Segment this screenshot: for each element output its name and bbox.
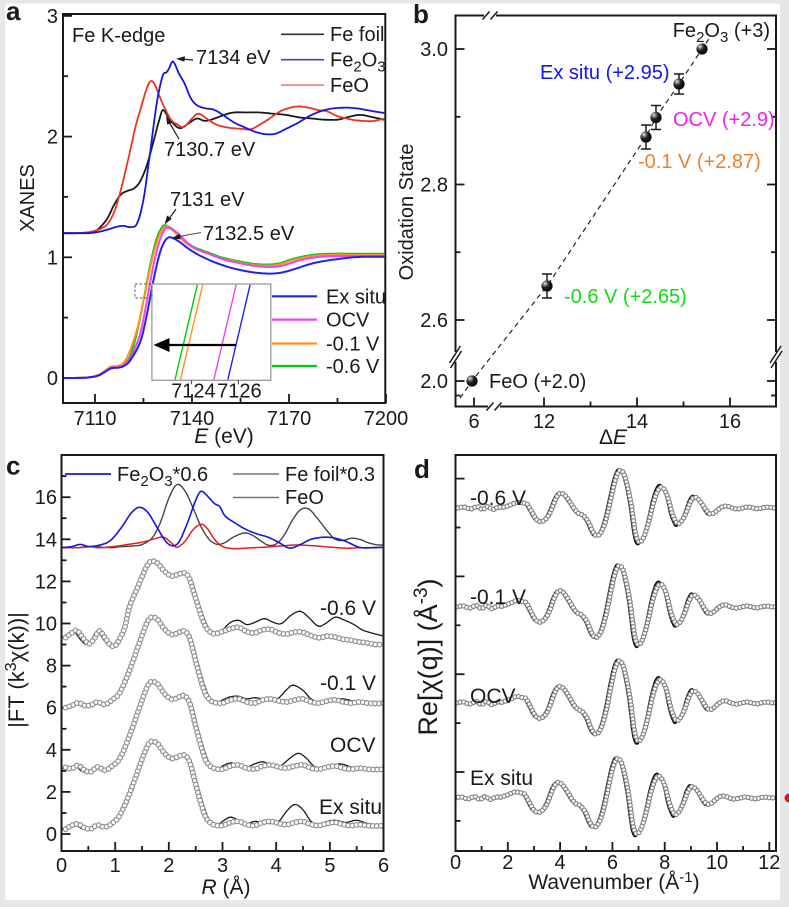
svg-text:7126: 7126 (217, 381, 262, 403)
svg-text:XANES: XANES (17, 164, 39, 232)
svg-text:4: 4 (271, 855, 282, 877)
svg-text:10: 10 (35, 614, 57, 636)
svg-text:-0.6 V: -0.6 V (320, 597, 376, 620)
svg-text:7132.5 eV: 7132.5 eV (203, 223, 295, 245)
svg-text:|FT (k3χ(k))|: |FT (k3χ(k))| (3, 612, 29, 728)
svg-text:7110: 7110 (73, 408, 116, 430)
svg-text:0: 0 (450, 852, 461, 874)
svg-text:c: c (6, 451, 20, 481)
svg-text:7134 eV: 7134 eV (196, 47, 271, 69)
svg-text:0: 0 (47, 368, 58, 390)
svg-text:1: 1 (110, 855, 121, 877)
svg-text:Ex situ: Ex situ (326, 286, 386, 308)
svg-text:-0.1 V (+2.87): -0.1 V (+2.87) (638, 151, 761, 173)
svg-text:12: 12 (533, 411, 555, 433)
svg-text:2.6: 2.6 (420, 310, 448, 332)
svg-text:6: 6 (468, 411, 479, 433)
svg-text:E (eV): E (eV) (194, 425, 254, 448)
svg-text:Ex situ (+2.95): Ex situ (+2.95) (540, 62, 670, 84)
svg-text:Re[χ(q)] (Å-3): Re[χ(q)] (Å-3) (411, 578, 443, 735)
svg-text:Wavenumber (Å-1): Wavenumber (Å-1) (528, 869, 699, 894)
svg-text:16: 16 (719, 411, 741, 433)
svg-text:Oxidation State: Oxidation State (396, 144, 418, 281)
svg-text:Fe foil*0.3: Fe foil*0.3 (285, 464, 375, 486)
svg-text:8: 8 (659, 852, 670, 874)
svg-text:b: b (413, 0, 429, 29)
svg-text:FeO (+2.0): FeO (+2.0) (489, 371, 586, 393)
svg-text:7130.7 eV: 7130.7 eV (164, 139, 256, 161)
svg-text:Ex situ: Ex situ (470, 767, 533, 790)
svg-text:Fe2O3*0.6: Fe2O3*0.6 (117, 464, 208, 490)
svg-text:4: 4 (46, 740, 57, 762)
svg-text:-0.6 V: -0.6 V (326, 356, 380, 378)
svg-text:Ex situ: Ex situ (319, 796, 382, 819)
svg-text:ΔE: ΔE (599, 426, 628, 449)
svg-text:14: 14 (626, 411, 648, 433)
svg-text:4: 4 (555, 852, 566, 874)
svg-text:OCV: OCV (330, 734, 376, 757)
svg-text:7131 eV: 7131 eV (170, 189, 245, 211)
svg-text:7200: 7200 (364, 408, 409, 430)
svg-text:12: 12 (35, 571, 57, 593)
svg-text:7140: 7140 (170, 408, 215, 430)
svg-text:1: 1 (47, 247, 58, 269)
svg-text:2: 2 (46, 782, 57, 804)
svg-text:3.0: 3.0 (420, 39, 448, 61)
svg-text:OCV (+2.9): OCV (+2.9) (673, 109, 775, 131)
svg-text:-0.1 V: -0.1 V (470, 586, 526, 609)
svg-text:FeO: FeO (285, 487, 324, 509)
svg-text:10: 10 (706, 852, 728, 874)
svg-text:2.8: 2.8 (420, 175, 448, 197)
svg-text:-0.6 V: -0.6 V (470, 487, 526, 510)
svg-text:3: 3 (47, 6, 58, 28)
svg-text:FeO: FeO (330, 75, 369, 97)
svg-text:2: 2 (502, 852, 513, 874)
svg-text:6: 6 (46, 698, 57, 720)
svg-text:-0.6 V (+2.65): -0.6 V (+2.65) (564, 286, 687, 308)
svg-text:6: 6 (607, 852, 618, 874)
svg-text:6: 6 (378, 855, 389, 877)
svg-text:d: d (414, 454, 430, 484)
svg-text:-0.1 V: -0.1 V (326, 334, 380, 356)
svg-text:0: 0 (56, 855, 67, 877)
svg-text:Fe2O3 (+3): Fe2O3 (+3) (673, 20, 770, 46)
svg-text:14: 14 (35, 529, 57, 551)
svg-text:2: 2 (47, 127, 58, 149)
svg-text:3: 3 (217, 855, 228, 877)
svg-text:5: 5 (324, 855, 335, 877)
svg-text:Fe foil: Fe foil (330, 24, 384, 46)
svg-text:7124: 7124 (171, 381, 216, 403)
svg-text:16: 16 (35, 487, 57, 509)
svg-text:OCV: OCV (470, 685, 516, 708)
svg-text:Fe K-edge: Fe K-edge (72, 25, 165, 47)
svg-text:a: a (6, 0, 21, 26)
svg-text:OCV: OCV (326, 310, 370, 332)
svg-text:2: 2 (163, 855, 174, 877)
svg-text:7170: 7170 (267, 408, 312, 430)
svg-text:8: 8 (46, 656, 57, 678)
svg-text:0: 0 (46, 824, 57, 846)
svg-text:-0.1 V: -0.1 V (320, 672, 376, 695)
svg-text:R (Å): R (Å) (202, 876, 251, 899)
svg-text:2.0: 2.0 (420, 371, 448, 393)
svg-text:12: 12 (758, 852, 780, 874)
